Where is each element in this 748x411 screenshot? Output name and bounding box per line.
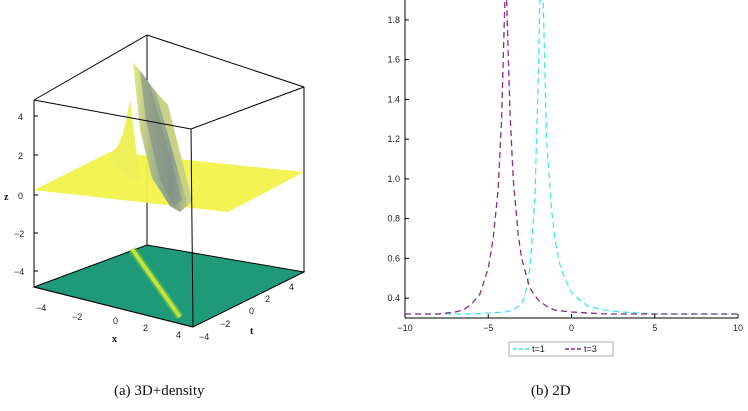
x-tick-label: 0 — [569, 323, 574, 333]
z-axis-label: z — [4, 192, 9, 203]
y-tick-label: 1.6 — [387, 55, 400, 65]
surface-3d-plot: 4 2 0 −2 −4 z −4 −2 0 2 4 x −4 −2 0 2 4 … — [4, 34, 306, 345]
surface-wall-front — [156, 92, 192, 205]
axes-2d — [404, 0, 738, 319]
z-axis-ticks: 4 2 0 −2 −4 — [14, 112, 38, 277]
density-ridge — [130, 247, 182, 319]
x-tick-label: 4 — [176, 330, 181, 340]
y-tick-label: 1.0 — [387, 174, 400, 184]
legend-entry: t=3 — [584, 344, 597, 354]
legend-entry: t=1 — [532, 344, 545, 354]
x-axis-label: x — [112, 334, 117, 345]
x-tick-label: 0 — [113, 316, 118, 326]
caption-3d: (a) 3D+density — [114, 383, 205, 399]
t-tick-label: −4 — [199, 332, 209, 342]
t-axis-label: t — [250, 326, 254, 337]
series-line-t=3 — [405, 0, 738, 315]
x-tick-label: 10 — [733, 323, 743, 333]
t-tick-label: 2 — [265, 294, 270, 304]
t-tick-label: 0 — [249, 306, 254, 316]
x-axis-ticks: −4 −2 0 2 4 — [33, 286, 194, 340]
y-tick-label: 0.6 — [387, 253, 400, 263]
z-tick-label: 4 — [18, 112, 23, 122]
y-tick-label: 0.4 — [387, 293, 400, 303]
z-tick-label: −2 — [14, 229, 24, 239]
tick-labels: 0.4 0.6 0.8 1.0 1.2 1.4 1.6 1.8 −10 −5 0 5 10 — [387, 15, 743, 333]
caption-2d: (b) 2D — [531, 383, 571, 399]
z-tick-label: 0 — [18, 191, 23, 201]
x-tick-label: −10 — [397, 323, 412, 333]
t-tick-label: 4 — [289, 282, 294, 292]
x-tick-label: 5 — [652, 323, 657, 333]
surface-sheet-fold — [110, 100, 140, 180]
y-tick-label: 1.8 — [387, 15, 400, 25]
density-ridge-glow — [128, 246, 184, 320]
series-line-t=1 — [405, 0, 738, 315]
z-tick-label: −4 — [14, 267, 24, 277]
t-tick-label: −2 — [220, 319, 230, 329]
x-tick-label: −4 — [36, 303, 46, 313]
surface-wall-shade — [140, 70, 182, 206]
z-tick-label: 2 — [18, 151, 23, 161]
frame-front — [33, 86, 305, 328]
panel-3d-density: 4 2 0 −2 −4 z −4 −2 0 2 4 x −4 −2 0 2 4 … — [0, 0, 372, 411]
x-tick-label: −2 — [72, 312, 82, 322]
series-group — [405, 0, 738, 315]
x-tick-label: 2 — [143, 323, 148, 333]
y-tick-label: 0.8 — [387, 214, 400, 224]
legend-box — [508, 341, 614, 357]
y-tick-label: 1.2 — [387, 134, 400, 144]
y-tick-label: 1.4 — [387, 94, 400, 104]
x-tick-label: −5 — [483, 323, 493, 333]
t-axis-ticks: −4 −2 0 2 4 — [199, 282, 294, 342]
legend: t=1 t=3 — [508, 341, 614, 357]
